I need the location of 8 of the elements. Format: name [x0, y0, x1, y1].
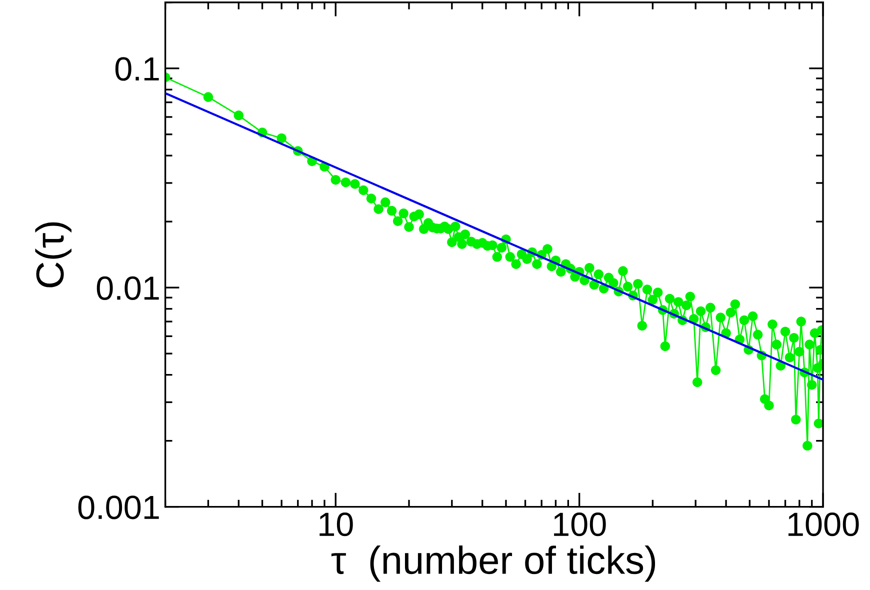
y-tick-label: 0.01 [96, 276, 159, 300]
x-tick-label: 10 [320, 512, 353, 536]
x-axis-title: τ (number of ticks) [331, 546, 656, 582]
y-axis-title: C(τ) [35, 222, 72, 288]
x-tick-label: 100 [554, 512, 606, 536]
y-tick-label: 0.001 [78, 496, 159, 520]
y-tick-label: 0.1 [115, 57, 159, 81]
x-tick-label: 1000 [788, 512, 859, 536]
